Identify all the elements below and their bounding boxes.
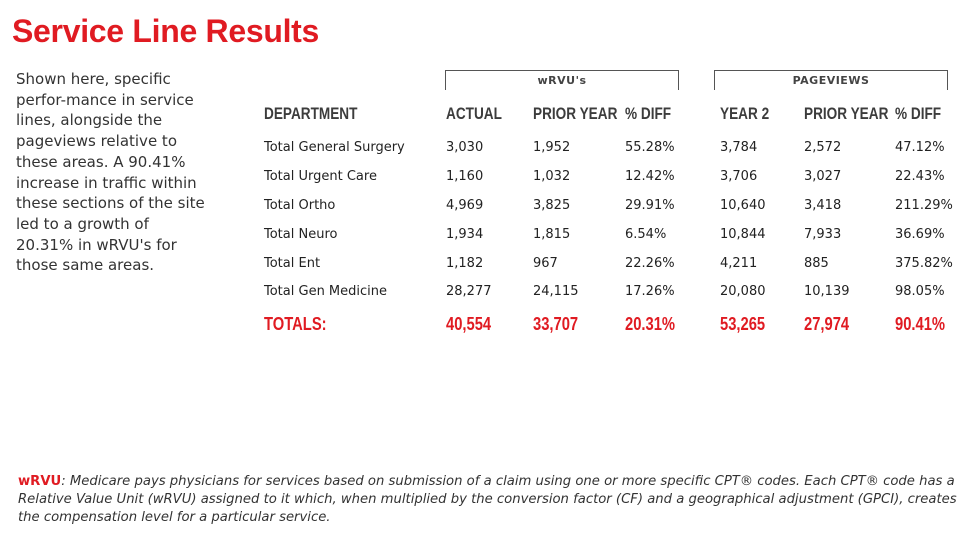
column-header-pct-diff: % DIFF: [625, 104, 672, 123]
cell-department: Total Ortho: [264, 198, 336, 213]
cell-pv-pct-diff: 47.12%: [895, 140, 945, 155]
cell-actual: 28,277: [446, 284, 492, 299]
column-header-pv-prior-year: PRIOR YEAR: [804, 104, 889, 123]
total-prior-year: 33,707: [533, 314, 579, 334]
cell-pct-diff: 22.26%: [625, 256, 675, 271]
cell-pv-prior-year: 885: [804, 256, 829, 271]
cell-pv-pct-diff: 36.69%: [895, 227, 945, 242]
cell-pct-diff: 29.91%: [625, 198, 675, 213]
footnote-text: : Medicare pays physicians for services …: [18, 474, 957, 525]
cell-pct-diff: 55.28%: [625, 140, 675, 155]
cell-pv-pct-diff: 98.05%: [895, 284, 945, 299]
cell-prior-year: 1,815: [533, 227, 571, 242]
cell-year-2: 3,784: [720, 140, 758, 155]
footnote-term: wRVU: [18, 474, 62, 489]
cell-actual: 1,182: [446, 256, 484, 271]
cell-pv-pct-diff: 22.43%: [895, 169, 945, 184]
total-pv-prior-year: 27,974: [804, 314, 850, 334]
cell-department: Total General Surgery: [264, 140, 405, 155]
cell-pv-prior-year: 10,139: [804, 284, 850, 299]
cell-actual: 4,969: [446, 198, 484, 213]
column-header-pv-pct-diff: % DIFF: [895, 104, 942, 123]
cell-pv-prior-year: 7,933: [804, 227, 842, 242]
cell-pct-diff: 6.54%: [625, 227, 667, 242]
cell-prior-year: 1,952: [533, 140, 571, 155]
intro-text: Shown here, specific perfor-mance in ser…: [16, 70, 205, 275]
cell-pv-pct-diff: 211.29%: [895, 198, 953, 213]
total-year-2: 53,265: [720, 314, 766, 334]
total-pct-diff: 20.31%: [625, 314, 676, 334]
cell-actual: 1,934: [446, 227, 484, 242]
cell-pct-diff: 17.26%: [625, 284, 675, 299]
column-header-actual: ACTUAL: [446, 104, 502, 123]
cell-pv-pct-diff: 375.82%: [895, 256, 953, 271]
cell-department: Total Neuro: [264, 227, 338, 242]
cell-department: Total Gen Medicine: [264, 284, 388, 299]
column-header-department: DEPARTMENT: [264, 104, 358, 123]
cell-department: Total Urgent Care: [264, 169, 377, 184]
cell-prior-year: 1,032: [533, 169, 571, 184]
cell-prior-year: 967: [533, 256, 558, 271]
cell-department: Total Ent: [264, 256, 321, 271]
cell-pv-prior-year: 2,572: [804, 140, 842, 155]
cell-prior-year: 3,825: [533, 198, 571, 213]
cell-actual: 3,030: [446, 140, 484, 155]
cell-year-2: 3,706: [720, 169, 758, 184]
cell-pct-diff: 12.42%: [625, 169, 675, 184]
cell-pv-prior-year: 3,027: [804, 169, 842, 184]
footnote: wRVU: Medicare pays physicians for servi…: [18, 473, 963, 527]
total-pv-pct-diff: 90.41%: [895, 314, 946, 334]
pageviews-group-header: PAGEVIEWS: [714, 70, 948, 90]
total-actual: 40,554: [446, 314, 492, 334]
cell-year-2: 20,080: [720, 284, 766, 299]
wrvu-group-header: wRVU's: [445, 70, 679, 90]
cell-pv-prior-year: 3,418: [804, 198, 842, 213]
cell-actual: 1,160: [446, 169, 484, 184]
totals-label: TOTALS:: [264, 314, 327, 334]
column-header-year-2: YEAR 2: [720, 104, 770, 123]
cell-year-2: 4,211: [720, 256, 758, 271]
cell-year-2: 10,640: [720, 198, 766, 213]
column-header-prior-year: PRIOR YEAR: [533, 104, 618, 123]
page-title: Service Line Results: [12, 13, 320, 49]
cell-prior-year: 24,115: [533, 284, 579, 299]
cell-year-2: 10,844: [720, 227, 766, 242]
